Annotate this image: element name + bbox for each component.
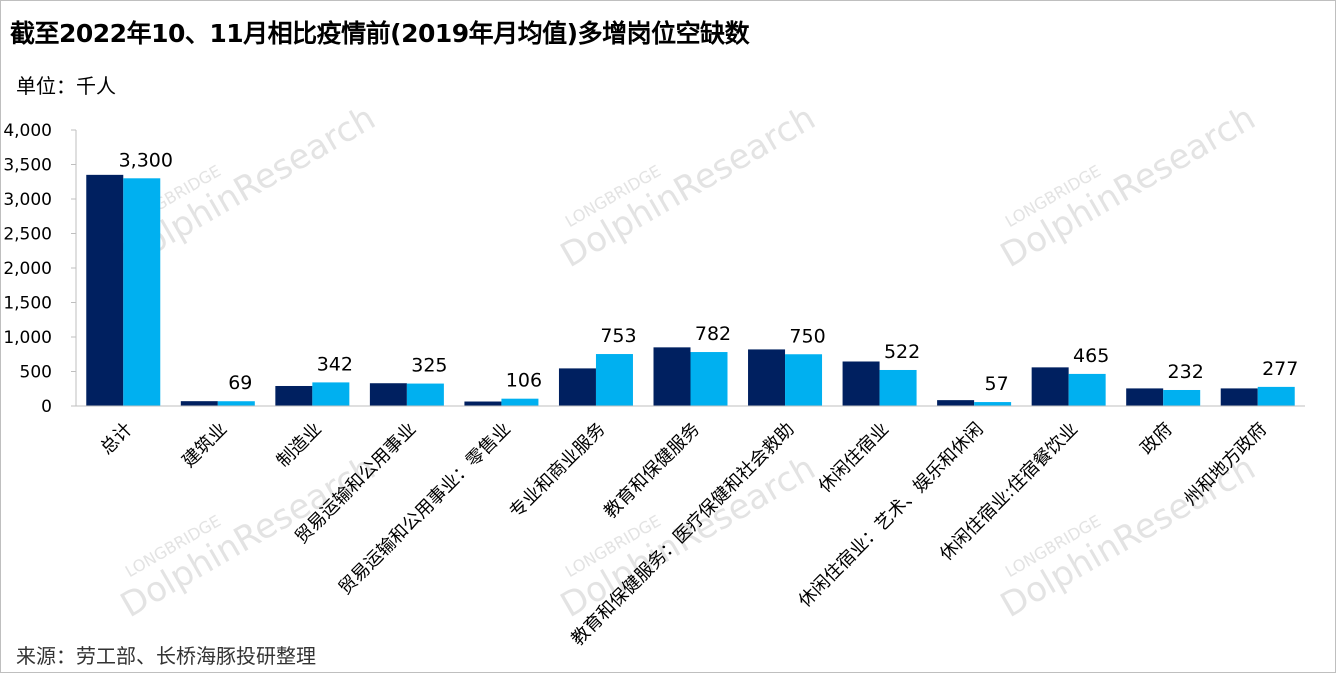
data-label: 106 [506, 370, 542, 392]
x-category-label: 政府 [1136, 419, 1176, 459]
bar-series-1 [1126, 388, 1164, 406]
y-axis: 0 500 1,000 1,500 2,000 2,500 3,000 3,500 4,000 [3, 121, 77, 417]
bar-series-1 [937, 400, 975, 406]
data-label: 3,300 [119, 149, 173, 171]
bar-series-2 [501, 398, 539, 406]
bars-layer [86, 174, 1295, 406]
y-tick-label: 3,000 [3, 190, 52, 210]
bar-series-2 [690, 352, 728, 406]
source-note: 来源：劳工部、长桥海豚投研整理 [16, 644, 316, 668]
bar-series-1 [1031, 367, 1069, 406]
y-tick-label: 0 [41, 397, 52, 417]
bar-series-2 [1068, 373, 1106, 406]
bar-series-2 [879, 369, 917, 406]
bar-series-1 [558, 368, 596, 406]
bar-series-1 [748, 349, 786, 406]
bar-series-1 [1220, 388, 1258, 406]
bar-series-2 [595, 354, 633, 406]
x-category-label: 休闲住宿业：艺术、娱乐和休闲 [795, 419, 988, 612]
bar-series-2 [1163, 389, 1201, 406]
y-tick-label: 2,000 [3, 259, 52, 279]
y-tick-label: 2,500 [3, 225, 52, 245]
x-category-label: 制造业 [273, 419, 326, 472]
x-category-label: 贸易运输和公用事业：零售业 [335, 419, 515, 599]
watermark-research: DolphinResearch [994, 98, 1262, 276]
data-label: 522 [884, 341, 920, 363]
data-label: 69 [228, 372, 252, 394]
data-label: 753 [600, 325, 636, 347]
watermark-research: DolphinResearch [554, 98, 822, 276]
bar-series-2 [785, 354, 823, 406]
y-tick-label: 3,500 [3, 156, 52, 176]
data-label: 277 [1262, 358, 1298, 380]
bar-series-1 [464, 401, 502, 406]
bar-series-2 [123, 178, 161, 406]
data-label: 57 [985, 373, 1009, 395]
bar-series-2 [406, 383, 444, 406]
data-label: 465 [1073, 345, 1109, 367]
y-tick-label: 1,000 [3, 328, 52, 348]
data-label: 325 [411, 355, 447, 377]
data-label: 232 [1168, 361, 1204, 383]
x-category-label: 总计 [96, 419, 136, 459]
y-tick-label: 4,000 [3, 121, 52, 141]
bar-series-2 [312, 382, 350, 406]
data-label: 750 [789, 325, 825, 347]
unit-label: 单位：千人 [16, 74, 116, 98]
bar-series-1 [86, 174, 124, 406]
x-category-label: 教育和保健服务 [600, 419, 704, 523]
bar-series-1 [653, 347, 691, 406]
watermark-research: DolphinResearch [114, 448, 382, 626]
bar-series-2 [974, 402, 1012, 406]
bar-series-1 [275, 385, 313, 406]
data-labels-layer: 3,300 69 342 325 106 753 782 750 522 57 465 232 277 [119, 149, 1299, 395]
chart-title: 截至2022年10、11月相比疫情前(2019年月均值)多增岗位空缺数 [10, 19, 750, 48]
bar-series-2 [1257, 386, 1295, 406]
y-tick-label: 1,500 [3, 294, 52, 314]
bar-series-1 [842, 361, 880, 406]
bar-series-2 [217, 401, 255, 406]
x-category-label: 专业和商业服务 [506, 419, 610, 523]
x-category-label: 建筑业 [178, 419, 231, 472]
y-tick-label: 500 [20, 363, 52, 383]
bar-series-1 [369, 383, 407, 406]
x-category-label: 休闲住宿业 [815, 419, 893, 497]
data-label: 782 [695, 323, 731, 345]
bar-series-1 [180, 401, 218, 406]
data-label: 342 [317, 353, 353, 375]
